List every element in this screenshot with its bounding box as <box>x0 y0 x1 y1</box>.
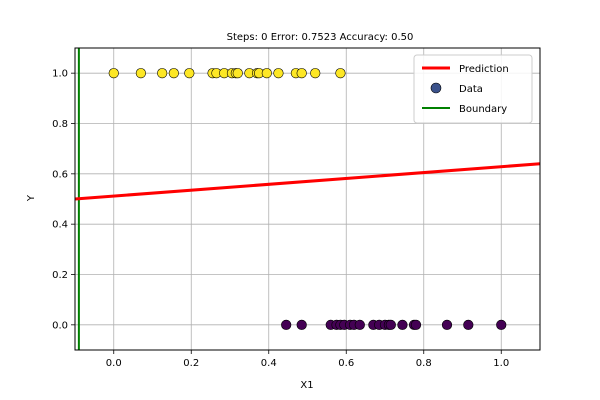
y-tick-label: 0.8 <box>52 119 68 130</box>
y-tick-label: 0.6 <box>52 169 68 180</box>
data-point-class1 <box>168 68 179 79</box>
y-axis-label: Y <box>26 194 37 202</box>
legend-data-swatch <box>430 82 442 94</box>
legend-boundary-label: Boundary <box>459 104 507 115</box>
data-point-class1 <box>296 68 307 79</box>
data-point-class0 <box>463 319 474 330</box>
data-point-class0 <box>281 319 292 330</box>
x-tick-label: 0.6 <box>338 358 354 369</box>
prediction-line <box>74 162 541 201</box>
data-point-class0 <box>397 319 408 330</box>
legend-data-label: Data <box>459 84 483 95</box>
data-point-class0 <box>496 319 507 330</box>
x-tick-label: 1.0 <box>493 358 509 369</box>
data-point-class0 <box>296 319 307 330</box>
plot-frame <box>74 47 541 351</box>
x-tick-label: 0.2 <box>183 358 199 369</box>
y-tick-label: 1.0 <box>52 69 68 80</box>
x-tick-label: 0.8 <box>416 358 432 369</box>
y-tick-label: 0.4 <box>52 220 68 231</box>
x-tick-label: 0.4 <box>261 358 277 369</box>
data-point-class1 <box>310 68 321 79</box>
data-point-class1 <box>273 68 284 79</box>
data-point-class1 <box>232 68 243 79</box>
chart-title: Steps: 0 Error: 0.7523 Accuracy: 0.50 <box>227 32 414 43</box>
data-point-class1 <box>135 68 146 79</box>
axis-ticks: 0.0 0.2 0.4 0.6 0.8 1.0 0.0 0.2 0.4 0.6 0.8 1.0 <box>52 69 509 369</box>
data-point-class1 <box>108 68 119 79</box>
plot-area <box>74 48 541 350</box>
data-point-class1 <box>157 68 168 79</box>
y-tick-label: 0.2 <box>52 270 68 281</box>
legend-prediction-label: Prediction <box>459 64 509 75</box>
data-point-class0 <box>354 319 365 330</box>
data-point-class0 <box>385 319 396 330</box>
x-axis-label: X1 <box>300 380 313 391</box>
legend: Prediction Data Boundary <box>413 54 533 124</box>
data-point-class1 <box>184 68 195 79</box>
data-point-class1 <box>261 68 272 79</box>
x-tick-label: 0.0 <box>106 358 122 369</box>
y-tick-label: 0.0 <box>52 320 68 331</box>
data-point-class0 <box>410 319 422 330</box>
legend-box <box>413 54 533 124</box>
data-point-class1 <box>335 68 346 79</box>
data-point-class0 <box>441 319 453 330</box>
